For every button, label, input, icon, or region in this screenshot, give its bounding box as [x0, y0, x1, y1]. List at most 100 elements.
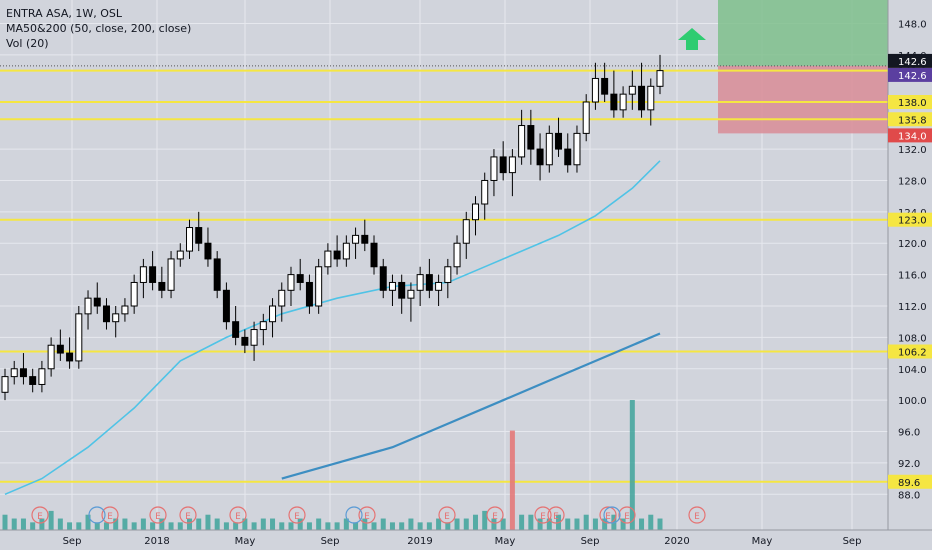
candle-body — [167, 258, 175, 291]
candle-body — [333, 250, 341, 260]
candle-body — [149, 266, 157, 283]
price-axis-tick: 128.0 — [898, 176, 927, 187]
candle-body — [204, 242, 212, 260]
price-axis-tick: 148.0 — [898, 20, 927, 31]
candle-body — [564, 148, 572, 166]
volume-bar — [343, 518, 349, 530]
dividend-marker — [603, 506, 621, 524]
candle-body — [435, 281, 443, 291]
volume-bar — [620, 518, 626, 530]
price-axis-tick: 120.0 — [898, 239, 927, 250]
volume-bar — [11, 518, 17, 530]
candle-body — [361, 234, 369, 244]
volume-bar — [76, 522, 82, 530]
candle-body — [259, 321, 267, 331]
candle-body — [619, 93, 627, 111]
volume-bar — [297, 518, 303, 530]
candle-body — [324, 250, 332, 268]
price-axis-tick: 112.0 — [898, 302, 927, 313]
volume-bar — [306, 522, 312, 530]
volume-bar — [546, 518, 552, 530]
volume-bar — [463, 518, 469, 530]
ma-indicator-label: MA50&200 (50, close, 200, close) — [6, 22, 192, 35]
volume-bar — [214, 518, 220, 530]
volume-bar — [2, 514, 8, 530]
volume-bar — [537, 518, 543, 530]
volume-bar — [454, 518, 460, 530]
dividend-marker — [345, 506, 363, 524]
candle-body — [416, 274, 424, 291]
price-axis — [888, 0, 932, 530]
volume-bar — [380, 518, 386, 530]
candle-body — [490, 156, 498, 181]
candle-body — [121, 305, 129, 315]
volume-bar — [251, 522, 257, 530]
volume-bar — [491, 518, 497, 530]
volume-bar — [417, 522, 423, 530]
candle-body — [296, 274, 304, 283]
earnings-marker — [547, 506, 565, 524]
candle-body — [213, 258, 221, 291]
candle-body — [195, 227, 203, 244]
volume-bar — [389, 522, 395, 530]
volume-bar — [574, 518, 580, 530]
earnings-marker-label: E — [553, 512, 559, 522]
volume-bar — [592, 518, 598, 530]
time-axis-tick: May — [495, 536, 516, 547]
volume-bar — [270, 518, 276, 530]
earnings-marker — [101, 506, 119, 524]
time-axis-tick: May — [235, 536, 256, 547]
candle-body — [453, 242, 461, 268]
volume-bar — [362, 518, 368, 530]
earnings-marker — [688, 506, 706, 524]
level-price-tag — [888, 474, 932, 489]
volume-bar — [39, 518, 45, 530]
volume-bar — [657, 518, 663, 530]
candle-body — [66, 352, 74, 362]
earnings-marker-label: E — [492, 512, 498, 522]
price-tag-label: 134.0 — [898, 131, 927, 142]
volume-bar — [509, 430, 515, 530]
volume-bar — [565, 518, 571, 530]
volume-bar — [140, 518, 146, 530]
earnings-marker — [486, 506, 504, 524]
ma200-line — [281, 332, 661, 480]
volume-bar — [159, 518, 165, 530]
candle-body — [250, 329, 258, 346]
earnings-marker — [149, 506, 167, 524]
candle-body — [591, 77, 599, 103]
price-axis-tick: 108.0 — [898, 333, 927, 344]
candle-body — [471, 203, 479, 221]
volume-indicator-label: Vol (20) — [6, 37, 49, 50]
volume-bar — [334, 522, 340, 530]
earnings-marker-label: E — [37, 512, 43, 522]
price-axis-tick: 100.0 — [898, 396, 927, 407]
price-axis-tick: 104.0 — [898, 365, 927, 376]
price-tag — [888, 128, 932, 143]
volume-bar — [648, 514, 654, 530]
volume-bar — [150, 522, 156, 530]
volume-bar — [408, 518, 414, 530]
candle-body — [232, 321, 240, 338]
candle-body — [518, 125, 526, 158]
candle-body — [222, 289, 230, 323]
ma50-line — [4, 160, 661, 496]
volume-bar — [67, 522, 73, 530]
candle-body — [352, 234, 360, 244]
time-axis-tick: 2019 — [407, 536, 432, 547]
earnings-marker — [618, 506, 636, 524]
candle-body — [425, 274, 433, 291]
price-axis-tick: 92.0 — [898, 459, 920, 470]
volume-bar — [94, 522, 100, 530]
candle-body — [462, 219, 470, 244]
candle-body — [647, 85, 655, 111]
candle-body — [628, 85, 636, 95]
price-axis-tick: 132.0 — [898, 145, 927, 156]
earnings-marker — [599, 506, 617, 524]
earnings-marker-label: E — [540, 512, 546, 522]
earnings-marker-label: E — [624, 512, 630, 522]
earnings-marker-label: E — [155, 512, 161, 522]
earnings-marker-label: E — [694, 512, 700, 522]
volume-bar — [187, 518, 193, 530]
